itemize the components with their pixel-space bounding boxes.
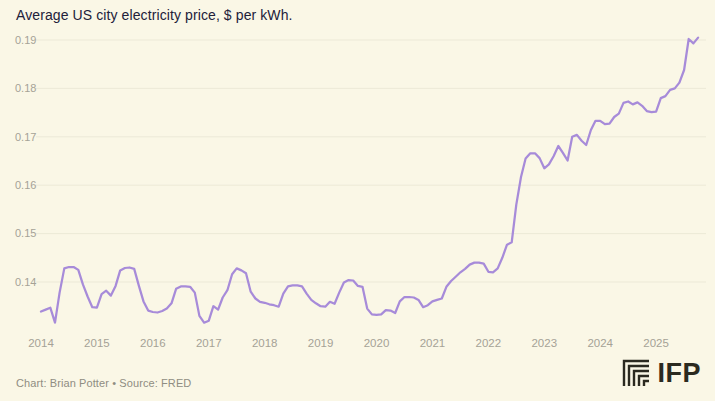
chart-card: Average US city electricity price, $ per… bbox=[0, 0, 715, 401]
x-tick-label: 2017 bbox=[196, 337, 222, 349]
y-tick-label: 0.14 bbox=[15, 276, 36, 288]
x-tick-label: 2024 bbox=[587, 337, 613, 349]
x-tick-label: 2023 bbox=[531, 337, 557, 349]
ifp-logo-icon bbox=[622, 359, 650, 387]
x-tick-label: 2019 bbox=[308, 337, 334, 349]
y-tick-label: 0.16 bbox=[15, 179, 36, 191]
x-tick-label: 2025 bbox=[643, 337, 669, 349]
x-tick-label: 2015 bbox=[84, 337, 110, 349]
y-tick-label: 0.15 bbox=[15, 227, 36, 239]
y-tick-label: 0.19 bbox=[15, 34, 36, 46]
x-tick-label: 2021 bbox=[420, 337, 446, 349]
price-line-chart: 0.14 0.15 0.16 0.17 0.18 0.19 2014 2015 2016 2017… bbox=[0, 0, 715, 401]
x-tick-label: 2020 bbox=[364, 337, 390, 349]
ifp-logo-text: IFP bbox=[657, 359, 701, 387]
x-tick-label: 2016 bbox=[140, 337, 166, 349]
y-tick-label: 0.18 bbox=[15, 82, 36, 94]
x-tick-label: 2018 bbox=[252, 337, 278, 349]
price-line bbox=[41, 38, 698, 323]
y-tick-label: 0.17 bbox=[15, 131, 36, 143]
ifp-logo: IFP bbox=[622, 359, 701, 387]
x-tick-label: 2014 bbox=[28, 337, 54, 349]
footer-credit: Chart: Brian Potter • Source: FRED bbox=[16, 377, 191, 389]
x-tick-label: 2022 bbox=[476, 337, 502, 349]
